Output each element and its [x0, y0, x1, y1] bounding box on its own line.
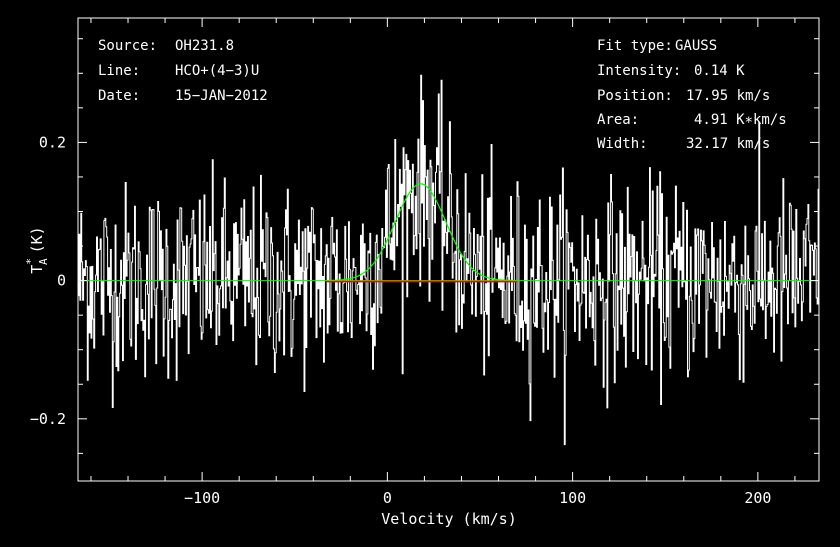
y-tick-label: 0 — [57, 272, 66, 290]
fit-layer — [78, 183, 819, 283]
width-key: Width: — [597, 136, 648, 152]
area-value: 4.91 K∗km/s — [694, 112, 787, 128]
y-label-sub: A — [37, 258, 50, 265]
spectrum-line — [78, 74, 819, 446]
y-label-sup: * — [24, 258, 37, 265]
y-label-main: T — [28, 265, 46, 274]
source-key: Source: — [98, 38, 157, 54]
x-tick-label: 100 — [559, 489, 586, 507]
fit-type-key: Fit type: — [597, 38, 673, 54]
gaussian-fit-line — [326, 183, 517, 282]
y-tick-label: −0.2 — [30, 410, 66, 428]
axis-ticks: −100 0 100 200 −0.2 0 0.2 — [30, 18, 819, 507]
y-tick-label: 0.2 — [39, 133, 66, 151]
date-key: Date: — [98, 88, 140, 104]
intensity-key: Intensity: — [597, 63, 681, 79]
x-axis-label: Velocity (km/s) — [381, 510, 516, 528]
info-left: Source: OH231.8 Line: HCO+(4−3)U Date: 1… — [98, 38, 268, 104]
intensity-value: 0.14 K — [694, 63, 745, 79]
line-value: HCO+(4−3)U — [175, 63, 259, 79]
spectrum-series — [78, 74, 819, 446]
y-label-unit: (K) — [28, 226, 46, 253]
svg-text:T*A(K): T*A (K) — [24, 226, 50, 273]
date-value: 15−JAN−2012 — [175, 88, 268, 104]
line-key: Line: — [98, 63, 140, 79]
width-value: 32.17 km/s — [686, 136, 770, 152]
info-right: Fit type: GAUSS Intensity: 0.14 K Positi… — [597, 38, 787, 152]
area-key: Area: — [597, 112, 639, 128]
position-key: Position: — [597, 88, 673, 104]
x-tick-label: 0 — [383, 489, 392, 507]
plot-frame — [77, 17, 820, 482]
position-value: 17.95 km/s — [686, 88, 770, 104]
fit-type-value: GAUSS — [675, 38, 717, 54]
x-tick-label: 200 — [744, 489, 771, 507]
x-tick-label: −100 — [184, 489, 220, 507]
source-value: OH231.8 — [175, 38, 234, 54]
y-axis-label: T*A (K) — [24, 226, 50, 273]
